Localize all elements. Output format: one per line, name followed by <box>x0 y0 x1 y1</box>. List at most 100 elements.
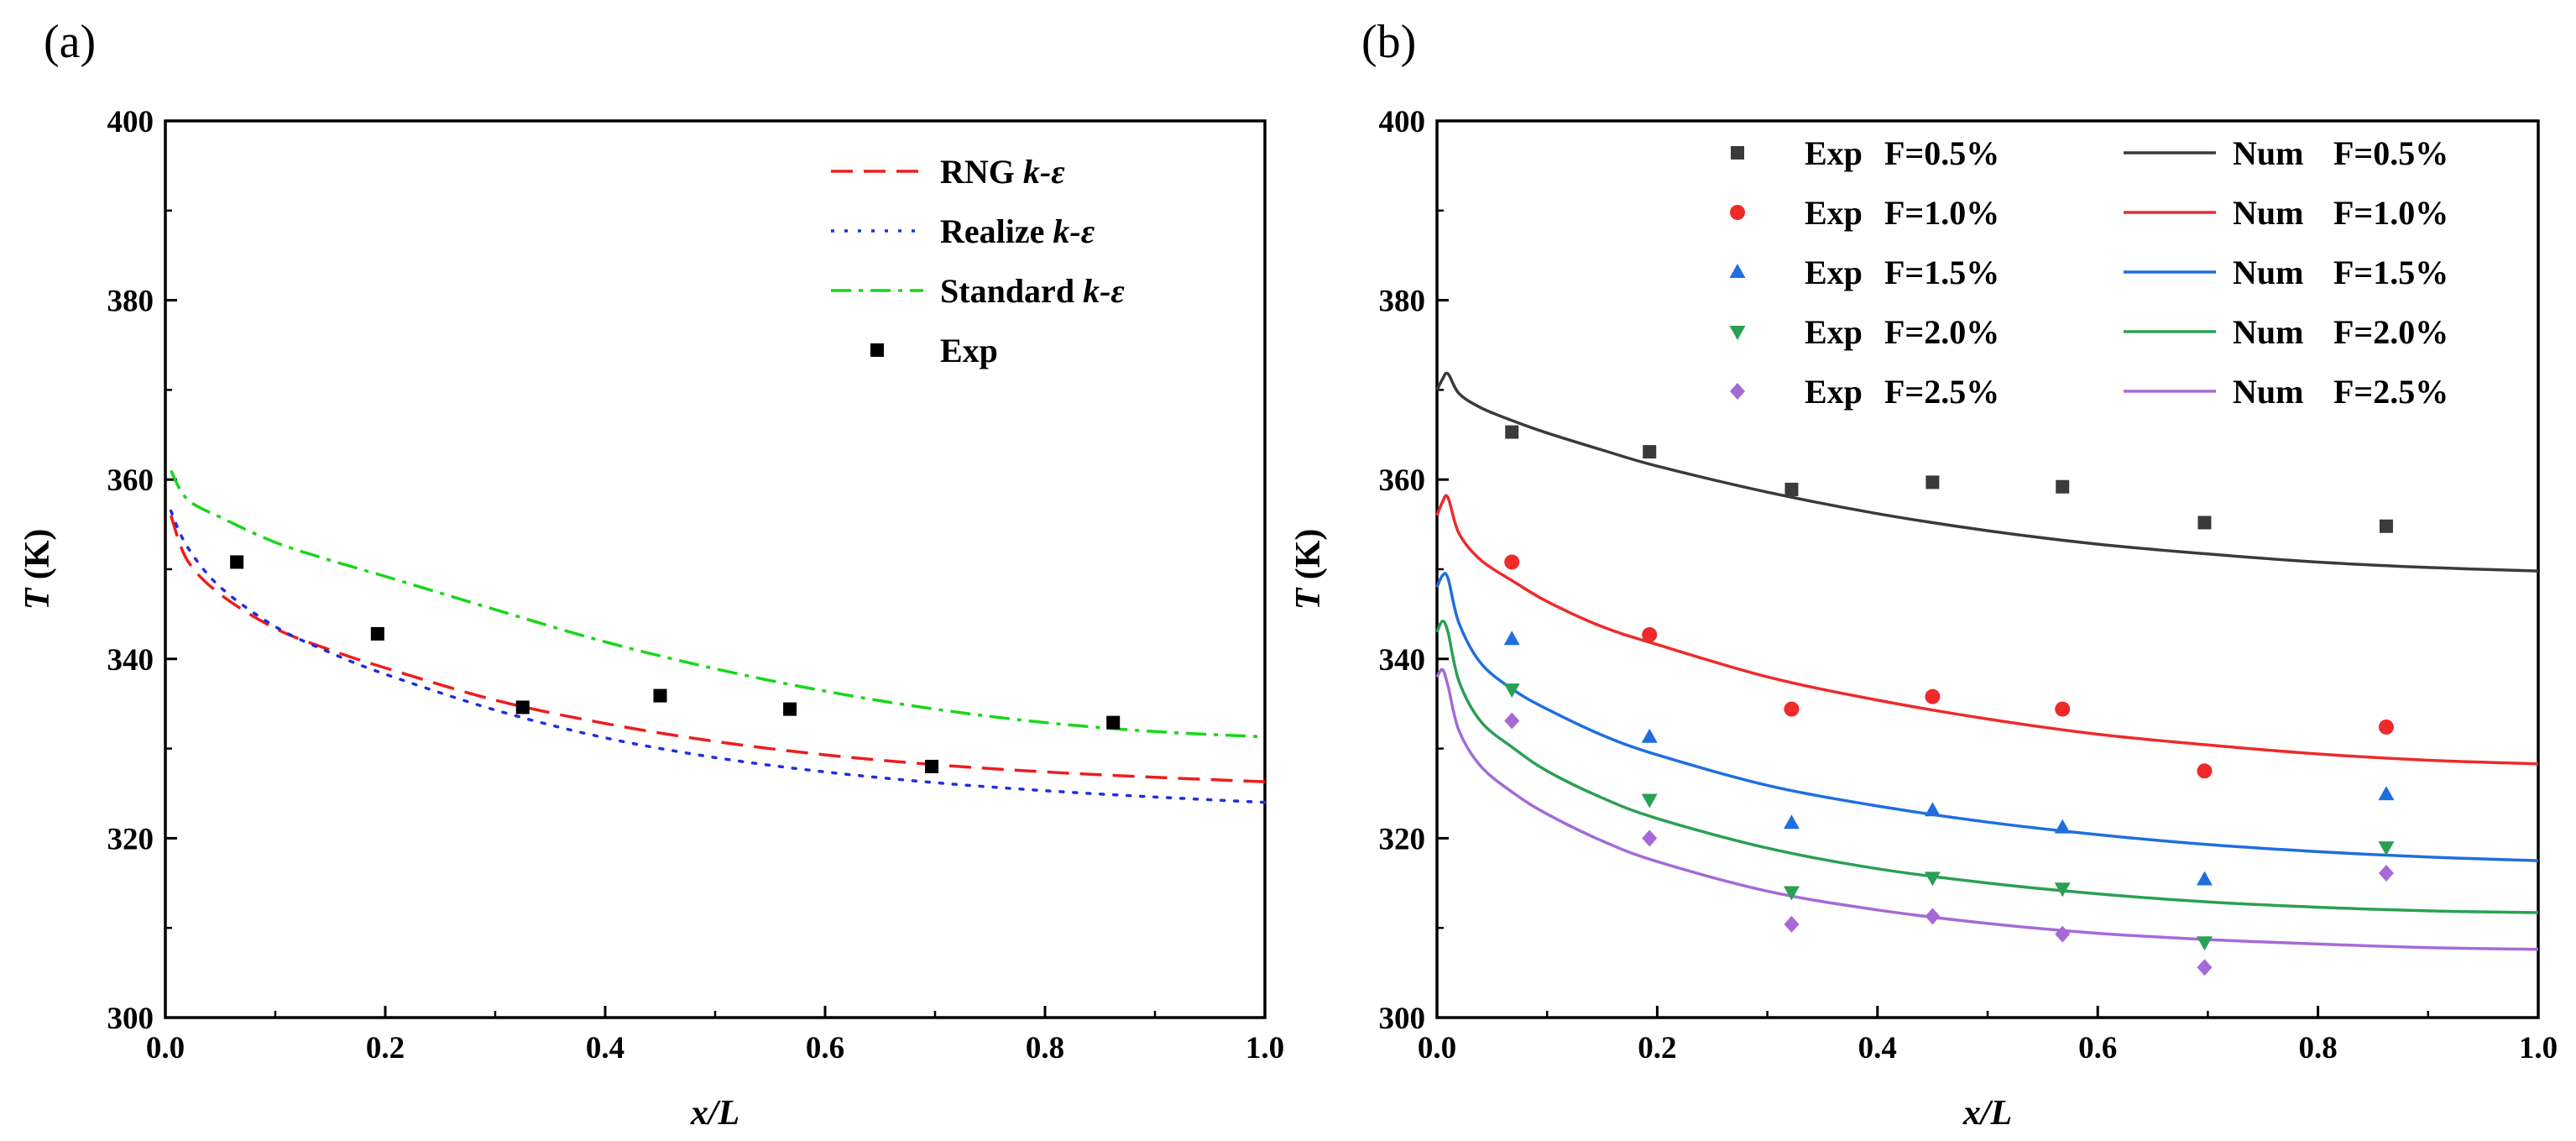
panel-b-legend-num-f: F=0.5% <box>2333 134 2448 172</box>
panel-a-series-line-3 <box>170 469 1266 739</box>
panel-b-exp-point-1 <box>1643 445 1657 459</box>
panel-b-exp-point-5 <box>1784 915 1800 933</box>
panel-a-x-tick-label: 0.4 <box>586 1031 624 1065</box>
panel-b-num-line-4 <box>1435 620 2539 914</box>
panel-b-legend-exp-f: F=2.0% <box>1884 313 1999 351</box>
panel-b-legend-exp-f: F=1.0% <box>1884 194 1999 232</box>
panel-b-label: (b) <box>1361 16 1416 68</box>
panel-b-x-tick-label: 0.0 <box>1418 1031 1456 1065</box>
panel-b-exp-point-1 <box>2197 516 2212 530</box>
panel-b-legend-num-f: F=1.5% <box>2333 254 2448 291</box>
panel-a-legend-italic: k-ε <box>1023 153 1065 191</box>
panel-a-exp-point <box>783 702 797 716</box>
panel-b-legend-exp-label: Exp <box>1805 134 1863 172</box>
panel-b-legend-num-f: F=1.0% <box>2333 194 2448 232</box>
panel-b-exp-point-4 <box>2378 841 2395 856</box>
panel-a-x-axis-label: x/L <box>690 1094 739 1133</box>
panel-b-exp-point-5 <box>1925 908 1941 925</box>
panel-a-legend-text: Standard <box>940 272 1083 310</box>
panel-b-y-tick-label: 400 <box>1379 105 1426 139</box>
panel-b-exp-point-1 <box>2056 479 2070 494</box>
panel-b-exp-point-5 <box>2378 865 2394 882</box>
panel-a-series <box>169 469 1267 804</box>
panel-a-legend-label: Exp <box>940 332 998 369</box>
panel-b-x-tick-label: 0.6 <box>2078 1031 2117 1065</box>
panel-a-y-tick-label: 320 <box>107 822 154 856</box>
panel-a-x-tick-label: 0.0 <box>146 1031 185 1065</box>
panel-b-legend: Exp F=0.5% Num F=0.5% Exp F=1.0% Num F=1.0% Exp F… <box>1729 134 2448 411</box>
panel-b-legend-num-label: Num <box>2233 194 2303 232</box>
panel-b-x-tick-label: 0.2 <box>1638 1031 1676 1065</box>
panel-b-exp-point-2 <box>1784 701 1800 717</box>
panel-a-x-tick-label: 0.2 <box>366 1031 405 1065</box>
panel-a-label: (a) <box>44 16 96 68</box>
panel-a-legend-text: RNG <box>940 153 1023 191</box>
panel-a-axes: 0.0 0.2 0.4 0.6 0.8 1.0 300 320 340 360 380 400 <box>107 105 1285 1065</box>
panel-b-legend-marker <box>1729 326 1746 340</box>
panel-a-legend-text: Exp <box>940 332 998 369</box>
panel-a-exp-point <box>515 700 530 714</box>
panel-b-exp-point-2 <box>1504 554 1520 570</box>
panel-a-exp-point <box>925 759 939 773</box>
panel-b-series <box>1435 371 2539 976</box>
panel-b-exp-point-3 <box>2378 786 2395 801</box>
panel-b-exp-point-4 <box>1924 871 1941 887</box>
panel-b-exp-point-2 <box>2197 763 2213 779</box>
panel-a-x-tick-label: 1.0 <box>1246 1031 1284 1065</box>
panel-b-exp-point-2 <box>1925 688 1941 704</box>
panel-b-exp-point-2 <box>2055 701 2071 717</box>
panel-b-legend-marker <box>1729 264 1746 278</box>
panel-b-exp-point-5 <box>2055 925 2071 943</box>
panel-a-y-tick-label: 380 <box>107 285 154 319</box>
panel-b-exp-point-5 <box>2197 959 2213 976</box>
panel-a-exp-point <box>653 688 667 703</box>
panel-a-legend-label: Realize k-ε <box>940 212 1095 250</box>
panel-b-x-tick-label: 1.0 <box>2519 1031 2558 1065</box>
panel-a-legend-italic: k-ε <box>1083 272 1125 310</box>
panel-b-y-tick-label: 340 <box>1379 643 1426 678</box>
panel-a-legend-label: Standard k-ε <box>940 272 1125 310</box>
panel-a-y-unit: (K) <box>18 529 57 580</box>
panel-b-exp-point-3 <box>1503 631 1520 646</box>
panel-b-num-line-1 <box>1435 371 2539 573</box>
panel-b-legend-exp-label: Exp <box>1805 254 1863 291</box>
panel-a-exp-point <box>370 626 384 641</box>
panel-b-y-tick-label: 320 <box>1379 822 1426 856</box>
panel-b-legend-num-label: Num <box>2233 373 2303 411</box>
panel-b-y-unit: (K) <box>1289 529 1328 580</box>
panel-b-exp-point-4 <box>1641 793 1658 809</box>
panel-b-legend-marker <box>1731 146 1744 160</box>
panel-b-legend-exp-f: F=0.5% <box>1884 134 1999 172</box>
panel-b-y-tick-label: 380 <box>1379 285 1426 319</box>
panel-a-legend-italic: k-ε <box>1053 212 1095 250</box>
panel-b-exp-point-3 <box>1783 814 1800 830</box>
panel-a-y-tick-label: 400 <box>107 105 154 139</box>
panel-a-y-symbol: T <box>18 586 57 610</box>
panel-a-series-line-2 <box>169 509 1267 804</box>
panel-b-exp-point-1 <box>1925 475 1940 489</box>
panel-b-x-tick-label: 0.8 <box>2298 1031 2337 1065</box>
panel-b-exp-point-3 <box>1924 802 1941 817</box>
panel-b-exp-point-3 <box>2196 871 2213 886</box>
panel-b-legend-num-label: Num <box>2233 254 2303 291</box>
panel-b-exp-point-4 <box>1503 683 1520 699</box>
panel-a-x-tick-label: 0.8 <box>1026 1031 1064 1065</box>
panel-b-legend-num-label: Num <box>2233 134 2303 172</box>
panel-b-exp-point-4 <box>1783 886 1800 901</box>
panel-b-x-tick-label: 0.4 <box>1858 1031 1897 1065</box>
panel-b-exp-point-5 <box>1642 830 1658 847</box>
panel-b-num-line-5 <box>1435 667 2539 951</box>
panel-b-y-tick-label: 300 <box>1379 1002 1426 1036</box>
panel-b-y-axis-label: T (K) <box>1289 529 1328 610</box>
panel-b-legend-marker <box>1730 383 1745 400</box>
panel-a-chart: (a) 0.0 0.2 0.4 0.6 0.8 1.0 300 320 340 360 380 400… <box>18 16 1284 1133</box>
panel-a-y-tick-label: 360 <box>107 463 154 498</box>
panel-b-legend-num-label: Num <box>2233 313 2303 351</box>
panel-a-y-tick-label: 340 <box>107 643 154 678</box>
panel-b-exp-point-2 <box>2378 719 2394 735</box>
panel-b-exp-point-4 <box>2196 936 2213 951</box>
panel-b-exp-point-3 <box>2054 819 2071 834</box>
panel-b-legend-exp-f: F=1.5% <box>1884 254 1999 291</box>
